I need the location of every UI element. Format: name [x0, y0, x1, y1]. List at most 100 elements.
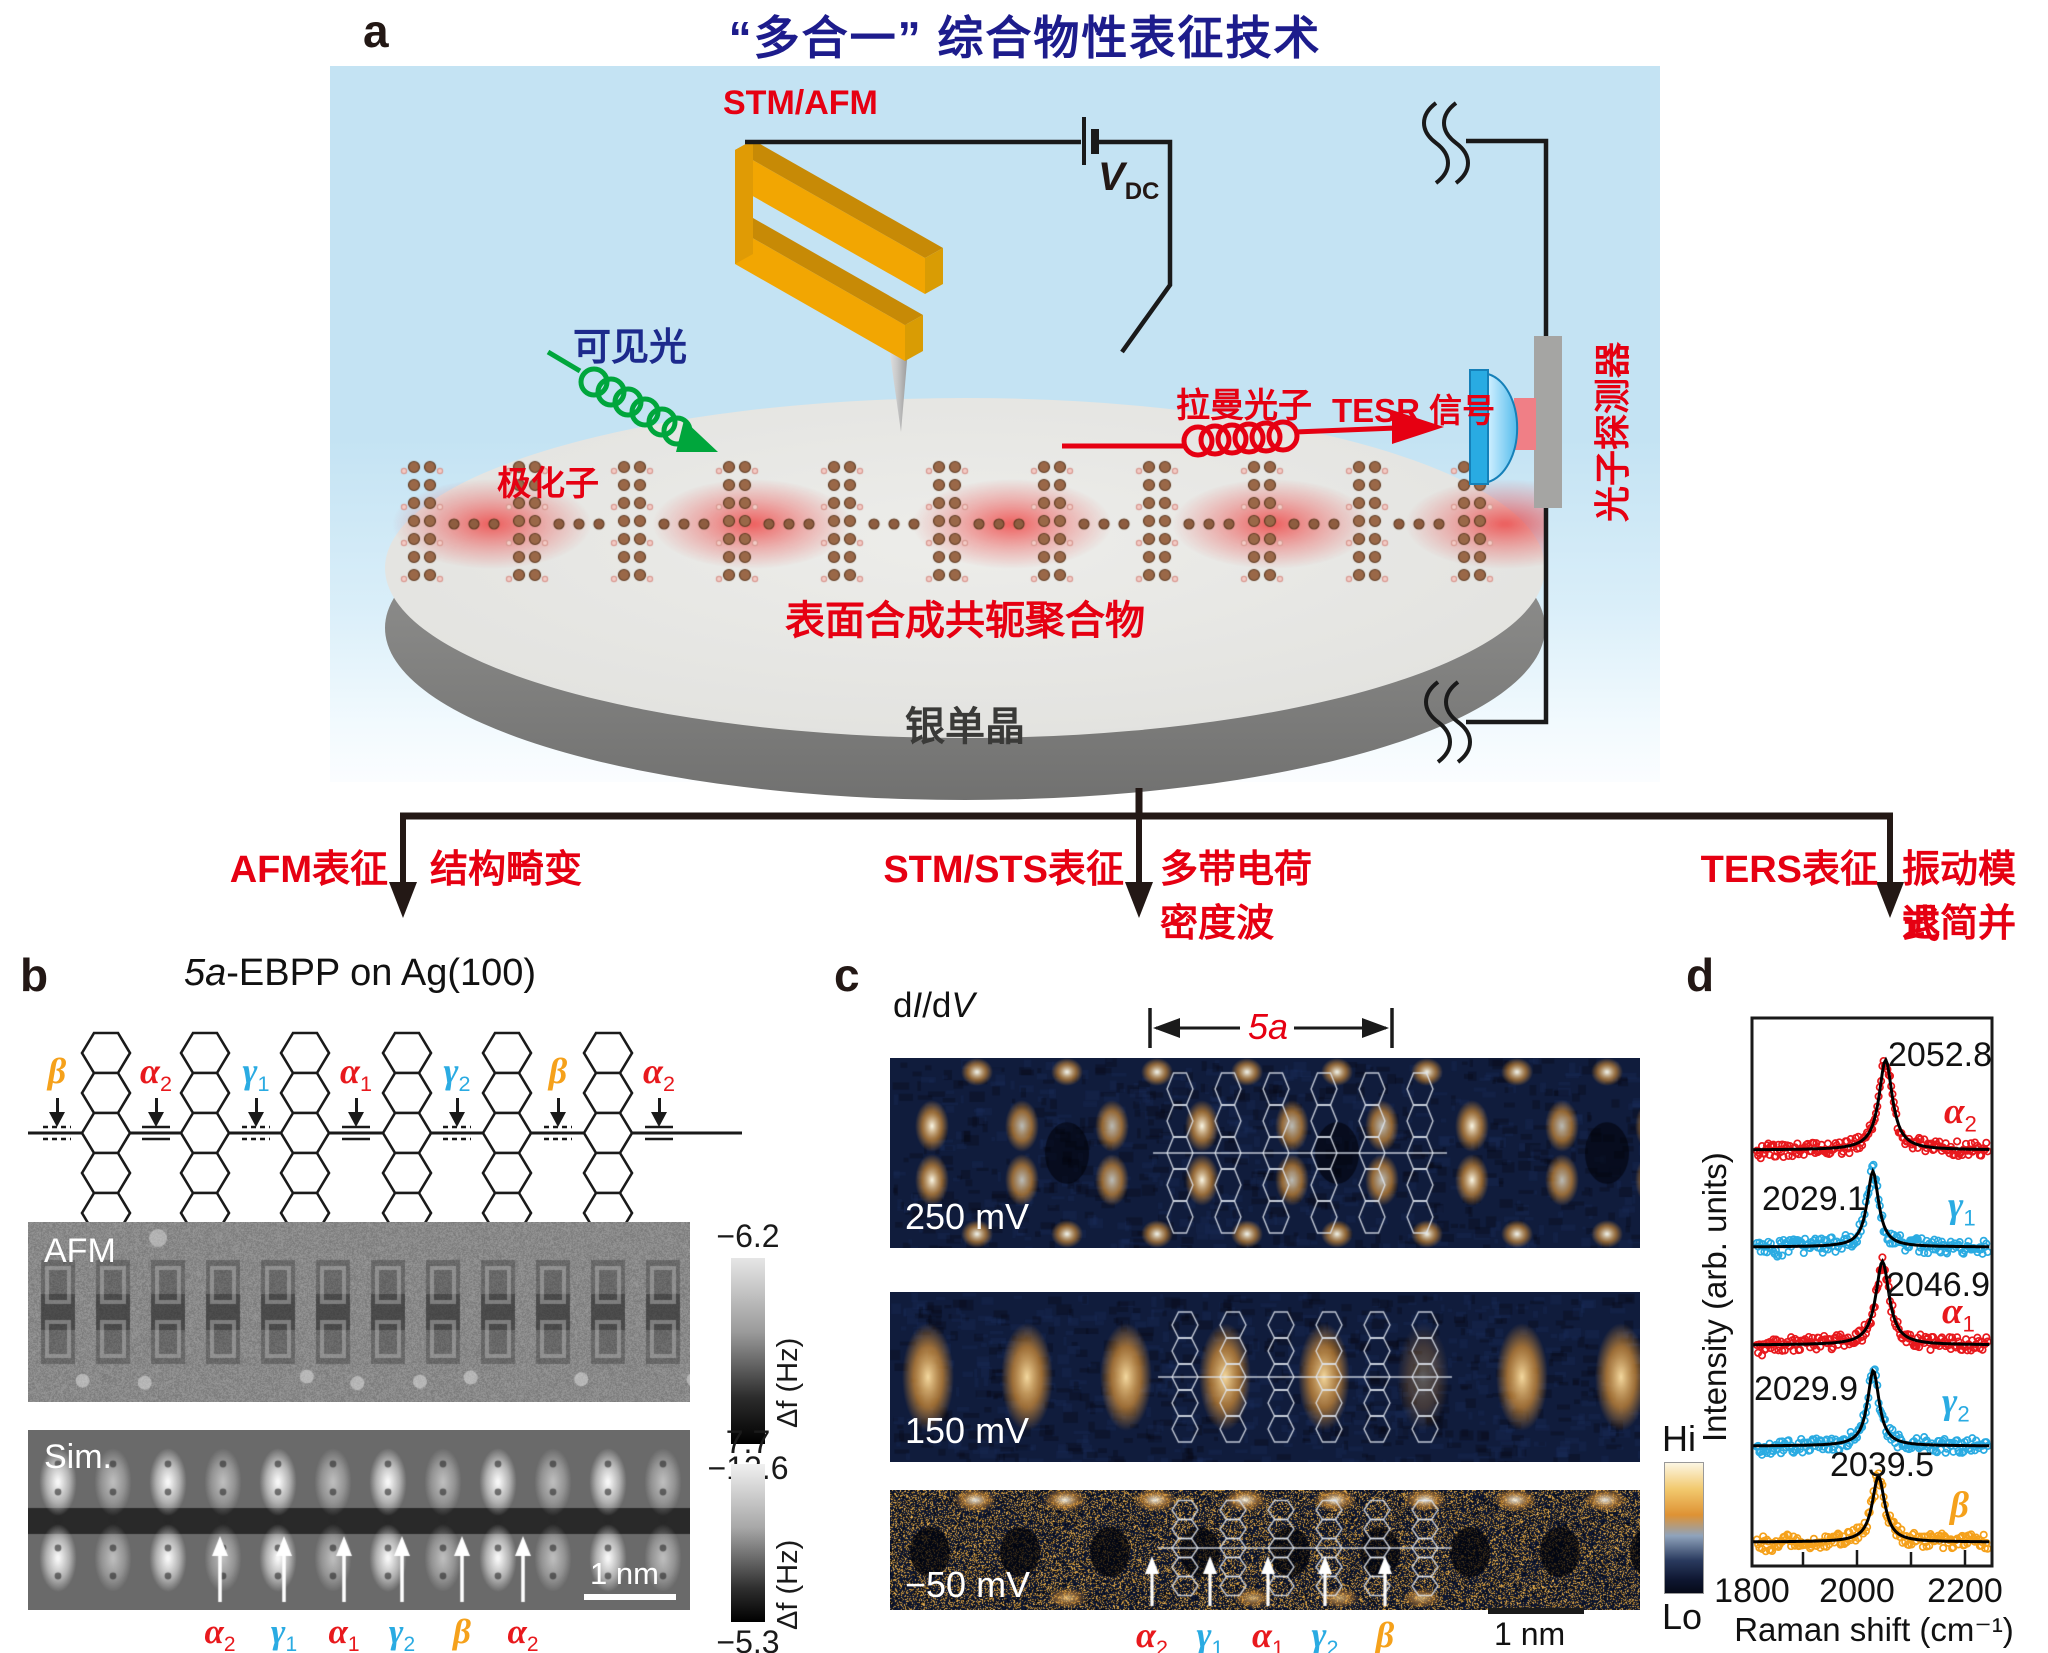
sensor-element — [1514, 398, 1536, 450]
vdc-subscript: DC — [1124, 178, 1160, 205]
c-bottom-label-0: α2 — [1136, 1615, 1168, 1653]
polymer-label: 表面合成共轭聚合物 — [785, 599, 1145, 643]
b-bottom-label-3: γ2 — [388, 1612, 416, 1653]
x-axis-ticks — [1801, 1550, 1967, 1566]
didv-label: dI/dV — [893, 986, 975, 1026]
site-arrow-head — [651, 1112, 667, 1127]
c-span-5a — [1148, 1008, 1394, 1048]
site-arrow-head — [550, 1112, 566, 1127]
site-label-γ2: γ2 — [443, 1051, 471, 1097]
didv-d2: /d — [922, 986, 952, 1025]
site-label-γ1: γ1 — [242, 1051, 270, 1097]
site-arrow-head — [248, 1112, 264, 1127]
site-arrow-stem — [255, 1098, 258, 1114]
site-label-β: β — [47, 1051, 67, 1091]
panel-b-label: b — [20, 949, 49, 1001]
panel-d-label: d — [1686, 949, 1715, 1001]
d-xtick-2000: 2000 — [1819, 1572, 1895, 1610]
afm-colorbar — [731, 1258, 765, 1444]
sim-scale-unit: Δf (Hz) — [772, 1539, 804, 1630]
map2-bias-label: 150 mV — [905, 1410, 1030, 1451]
b-bottom-label-5: α2 — [507, 1612, 539, 1653]
tesr-signal-label: TESR 信号 — [1332, 392, 1496, 429]
c-span-5a-label: 5a — [1242, 1006, 1294, 1048]
branch-result-sts-1: 多带电荷 — [1160, 849, 1313, 891]
b-scalebar-label: 1 nm — [590, 1556, 659, 1591]
d-ylabel: Intensity (arb. units) — [1696, 1152, 1733, 1442]
site-arrow-stem — [56, 1098, 59, 1114]
raman-fit-4 — [1753, 1475, 1990, 1544]
site-label-β: β — [548, 1051, 568, 1091]
substrate-label: 银单晶 — [905, 705, 1025, 749]
raman-spectra-plot — [1752, 1056, 1992, 1556]
didv-map-150mv — [890, 1292, 1640, 1462]
series-name-2: α1 — [1942, 1291, 1975, 1337]
raman-fit-3 — [1753, 1368, 1990, 1448]
chemical-structure — [28, 1031, 742, 1235]
raman-scatter-3 — [1752, 1365, 1992, 1459]
raman-fit-2 — [1753, 1257, 1990, 1347]
wire-break-icon-bottom — [1424, 680, 1472, 764]
series-name-3: γ2 — [1942, 1381, 1970, 1427]
map1-bias-label: 250 mV — [905, 1196, 1030, 1237]
b-bottom-label-4: β — [453, 1612, 471, 1651]
raman-photon-arrow — [1062, 410, 1444, 458]
photon-detector — [1469, 336, 1562, 508]
site-arrow-head — [348, 1112, 364, 1127]
series-name-0: α2 — [1944, 1091, 1977, 1137]
photon-detector-label: 光子探测器 — [1592, 341, 1633, 522]
c-bottom-label-2: α1 — [1252, 1615, 1284, 1653]
peak-annotation-3: 2029.9 — [1754, 1370, 1858, 1408]
sim-afm-image — [28, 1430, 690, 1610]
panel-c-label: c — [834, 949, 860, 1001]
c-bottom-label-4: β — [1375, 1615, 1395, 1653]
raman-fit-1 — [1753, 1167, 1990, 1249]
c-colorbar-lo: Lo — [1662, 1596, 1703, 1637]
b-bottom-label-1: γ1 — [270, 1612, 298, 1653]
panel-a-label: a — [363, 5, 389, 57]
didv-map-neg50mv — [890, 1490, 1640, 1610]
peak-annotation-1: 2029.1 — [1762, 1180, 1866, 1218]
branch-result-sts-2: 密度波 — [1160, 903, 1275, 945]
branch-method-afm: AFM表征 — [229, 849, 388, 891]
vdc-symbol: V — [1098, 155, 1125, 199]
b-scalebar — [584, 1594, 676, 1600]
peak-annotation-4: 2039.5 — [1830, 1446, 1934, 1484]
vdc-label: VDC — [1098, 155, 1159, 206]
c-colorbar — [1664, 1462, 1704, 1594]
map3-bias-label: −50 mV — [905, 1564, 1031, 1605]
polymer-chain-image — [387, 450, 1547, 600]
series-name-4: β — [1950, 1485, 1969, 1526]
branch-result-ters-2: 退简并 — [1902, 903, 2017, 945]
site-arrow-head — [449, 1112, 465, 1127]
sim-scale-top: 7.7 — [725, 1424, 771, 1460]
afm-scale-top: −6.2 — [716, 1218, 780, 1254]
site-arrow-stem — [155, 1098, 158, 1114]
branch-tree — [389, 788, 1904, 918]
d-xtick-1800: 1800 — [1714, 1572, 1790, 1610]
polaron-label: 极化子 — [497, 465, 599, 503]
plot-frame — [1750, 1016, 1994, 1568]
visible-light-arrow — [546, 349, 718, 452]
visible-light-label: 可见光 — [573, 327, 688, 369]
didv-d1: d — [893, 986, 913, 1025]
b-bottom-label-0: α2 — [204, 1612, 236, 1653]
panel-b-title-rest: -EBPP on Ag(100) — [226, 952, 537, 994]
afm-image-label: AFM — [44, 1232, 116, 1270]
raman-fit-0 — [1753, 1056, 1990, 1152]
branch-method-sts: STM/STS表征 — [883, 849, 1124, 891]
site-arrow-head — [49, 1112, 65, 1127]
peak-annotation-0: 2052.8 — [1888, 1036, 1992, 1074]
c-scalebar — [1488, 1608, 1584, 1614]
panel-a-title: “多合一” 综合物性表征技术 — [728, 12, 1322, 64]
arrow-ters — [1876, 882, 1904, 918]
branch-method-ters: TERS表征 — [1700, 849, 1878, 891]
d-xtick-2200: 2200 — [1927, 1572, 2003, 1610]
b-bottom-label-2: α1 — [328, 1612, 360, 1653]
panel-b-title: 5a-EBPP on Ag(100) — [120, 952, 600, 995]
site-arrow-stem — [456, 1098, 459, 1114]
didv-map-250mv — [890, 1058, 1640, 1248]
site-arrow-stem — [557, 1098, 560, 1114]
